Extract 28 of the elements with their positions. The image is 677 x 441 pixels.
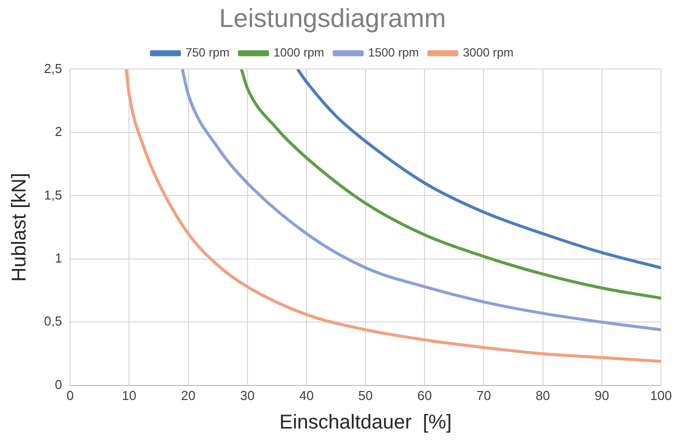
line-series: [296, 69, 661, 270]
y-tick-label: 2,5: [44, 60, 62, 76]
y-tick-label: 1: [54, 250, 62, 266]
y-tick-label: 0,5: [44, 314, 62, 329]
x-tick-label: 20: [181, 388, 196, 403]
x-tick-label: 100: [650, 388, 672, 403]
x-axis-title: Einschaltdauer [%]: [279, 412, 452, 434]
x-tick-label: 50: [358, 388, 373, 403]
x-tick-label: 40: [299, 388, 314, 403]
x-tick-label: 80: [536, 388, 550, 403]
x-tick-label: 60: [417, 388, 432, 403]
y-tick-label: 2: [54, 124, 62, 140]
y-tick-label: 0: [54, 376, 62, 392]
y-axis-title: Hublast [kN]: [8, 172, 31, 282]
legend-label: 1500 rpm: [368, 46, 419, 60]
x-tick-label: 0: [66, 388, 74, 403]
x-tick-label: 90: [594, 388, 610, 403]
chart-title: Leistungsdiagramm: [219, 2, 446, 33]
x-tick-label: 70: [476, 388, 491, 403]
x-tick-label: 30: [240, 388, 255, 403]
line-series: [180, 69, 661, 332]
legend-label: 1000 rpm: [273, 46, 324, 60]
legend-label: 3000 rpm: [462, 46, 514, 60]
legend-label: 750 rpm: [185, 46, 230, 60]
line-series: [240, 69, 661, 300]
x-tick-label: 10: [122, 388, 136, 403]
y-tick-label: 1,5: [44, 187, 62, 202]
line-series: [124, 69, 661, 363]
